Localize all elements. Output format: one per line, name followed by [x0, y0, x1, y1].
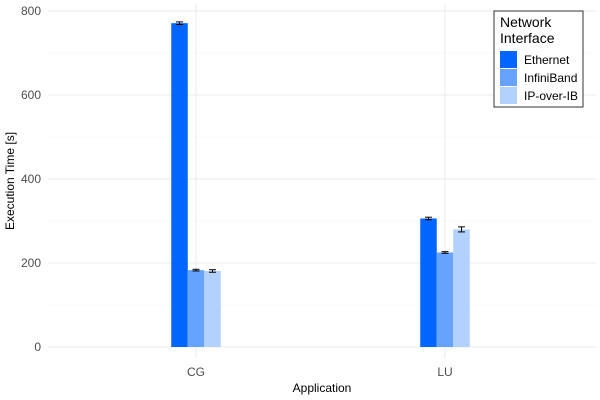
x-axis-title: Application: [293, 381, 352, 395]
y-tick-label: 0: [34, 340, 41, 354]
error-bar: [458, 226, 465, 233]
y-tick-label: 800: [21, 4, 41, 18]
error-bars: [176, 21, 465, 273]
y-axis-title: Execution Time [s]: [3, 132, 17, 230]
legend-label: InfiniBand: [524, 71, 577, 85]
x-tick-label: CG: [187, 365, 205, 379]
legend-title-line-2: Interface: [500, 30, 555, 46]
x-axis-ticks: CG LU: [187, 365, 453, 379]
legend-label: IP-over-IB: [524, 89, 578, 103]
bar-ethernet-cg: [171, 23, 188, 348]
bar-ip-over-ib-cg: [204, 270, 221, 347]
error-bar: [425, 216, 432, 221]
legend-swatch: [500, 51, 517, 68]
legend: Network Interface Ethernet InfiniBand IP-o…: [493, 10, 584, 108]
legend-item: IP-over-IB: [500, 87, 578, 104]
y-axis-ticks: 0 200 400 600 800: [21, 4, 41, 354]
y-tick-label: 600: [21, 88, 41, 102]
x-tick-label: LU: [437, 365, 452, 379]
legend-label: Ethernet: [524, 53, 570, 67]
legend-title-line-1: Network: [500, 14, 552, 30]
y-tick-label: 200: [21, 256, 41, 270]
error-bar: [176, 21, 183, 25]
bars: [171, 23, 470, 348]
legend-swatch: [500, 87, 517, 104]
bar-ethernet-lu: [420, 218, 437, 347]
error-bar: [209, 269, 216, 273]
bar-infiniband-lu: [436, 252, 454, 347]
legend-item: InfiniBand: [500, 69, 577, 86]
bar-ip-over-ib-lu: [453, 229, 470, 347]
error-bar: [192, 268, 200, 272]
error-bar: [441, 251, 449, 254]
legend-item: Ethernet: [500, 51, 570, 68]
legend-swatch: [500, 69, 517, 86]
bar-infiniband-cg: [187, 270, 205, 347]
y-tick-label: 400: [21, 172, 41, 186]
